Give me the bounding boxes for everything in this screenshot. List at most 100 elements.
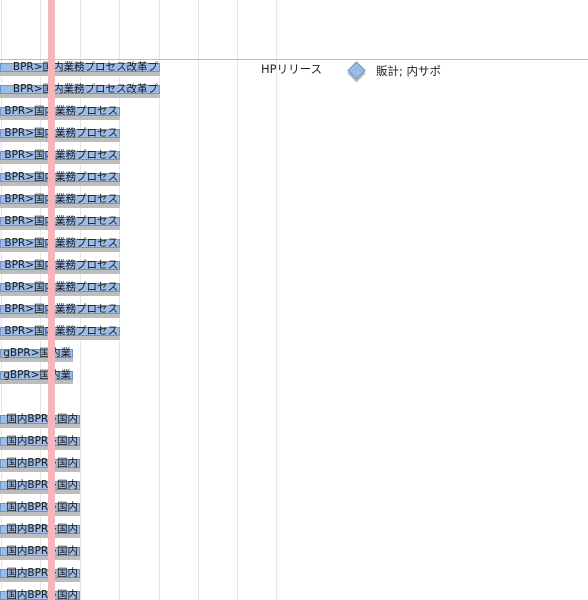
task-bar-label: BPR>国内業務プロセス改革プ bbox=[12, 83, 158, 95]
task-bar-shadow bbox=[0, 332, 120, 340]
task-bar-shadow bbox=[0, 288, 120, 296]
task-bar-label: BPR>国内業務プロセス bbox=[4, 105, 118, 117]
task-bar[interactable]: BPR>国内業務プロセス bbox=[0, 325, 120, 341]
task-bar-label: BPR>国内業務プロセス改革プ bbox=[12, 61, 158, 73]
task-bar-fill bbox=[0, 63, 160, 72]
task-bar-label: BPR>国内業務プロセス bbox=[4, 303, 118, 315]
today-marker-line bbox=[48, 0, 55, 600]
task-bar[interactable]: BPR>国内業務プロセス bbox=[0, 215, 120, 231]
task-bar[interactable]: 国内BPR>国内 bbox=[0, 545, 80, 561]
task-bar-label: 国内BPR>国内 bbox=[6, 501, 78, 513]
task-bar-fill bbox=[0, 327, 120, 336]
task-bar[interactable]: 国内BPR>国内 bbox=[0, 523, 80, 539]
task-bar-fill bbox=[0, 547, 80, 556]
task-bar-label: 国内BPR>国内 bbox=[6, 523, 78, 535]
task-bar-shadow bbox=[0, 508, 80, 516]
task-bar-shadow bbox=[0, 574, 80, 582]
task-bar[interactable]: BPR>国内業務プロセス bbox=[0, 281, 120, 297]
task-bar-shadow bbox=[0, 420, 80, 428]
milestone-diamond-icon bbox=[347, 61, 366, 80]
task-bar-fill bbox=[0, 503, 80, 512]
task-bar-fill bbox=[0, 239, 120, 248]
task-bar-label: 国内BPR>国内 bbox=[6, 589, 78, 600]
task-bar[interactable]: BPR>国内業務プロセス bbox=[0, 259, 120, 275]
task-bar-label: BPR>国内業務プロセス bbox=[4, 325, 118, 337]
task-bar-shadow bbox=[0, 178, 120, 186]
task-bar-fill bbox=[0, 283, 120, 292]
gridline bbox=[198, 0, 199, 600]
task-bar-fill bbox=[0, 481, 80, 490]
task-bar[interactable]: gBPR>国内業 bbox=[0, 369, 73, 385]
task-bar-fill bbox=[0, 305, 120, 314]
task-bar-shadow bbox=[0, 376, 73, 384]
task-bar-label: 国内BPR>国内 bbox=[6, 413, 78, 425]
task-bar-label: gBPR>国内業 bbox=[3, 347, 71, 359]
task-bar[interactable]: BPR>国内業務プロセス bbox=[0, 303, 120, 319]
task-bar-shadow bbox=[0, 90, 160, 98]
task-bar[interactable]: BPR>国内業務プロセス bbox=[0, 193, 120, 209]
task-bar-label: 国内BPR>国内 bbox=[6, 567, 78, 579]
task-bar-label: 国内BPR>国内 bbox=[6, 457, 78, 469]
task-bar-fill bbox=[0, 129, 120, 138]
task-bar-fill bbox=[0, 415, 80, 424]
task-bar-shadow bbox=[0, 464, 80, 472]
task-bar-fill bbox=[0, 261, 120, 270]
gridline bbox=[159, 0, 160, 600]
task-bar-fill bbox=[0, 371, 73, 380]
task-bar-label: BPR>国内業務プロセス bbox=[4, 281, 118, 293]
task-bar-shadow bbox=[0, 310, 120, 318]
legend-label: 販計; 内サポ bbox=[376, 64, 442, 78]
task-bar-label: 国内BPR>国内 bbox=[6, 479, 78, 491]
task-bar-shadow bbox=[0, 134, 120, 142]
gridline bbox=[237, 0, 238, 600]
task-bar-label: BPR>国内業務プロセス bbox=[4, 149, 118, 161]
task-bar-shadow bbox=[0, 200, 120, 208]
task-bar[interactable]: gBPR>国内業 bbox=[0, 347, 73, 363]
task-bar[interactable]: BPR>国内業務プロセス bbox=[0, 127, 120, 143]
task-bar-shadow bbox=[0, 266, 120, 274]
task-bar-label: BPR>国内業務プロセス bbox=[4, 215, 118, 227]
task-bar[interactable]: 国内BPR>国内 bbox=[0, 457, 80, 473]
task-bar-label: 国内BPR>国内 bbox=[6, 545, 78, 557]
milestone-label: HPリリース bbox=[261, 62, 323, 76]
task-bar-fill bbox=[0, 107, 120, 116]
task-bar-shadow bbox=[0, 68, 160, 76]
gridline bbox=[40, 0, 41, 600]
task-bar-label: BPR>国内業務プロセス bbox=[4, 127, 118, 139]
task-bar[interactable]: BPR>国内業務プロセス bbox=[0, 149, 120, 165]
task-bar[interactable]: 国内BPR>国内 bbox=[0, 567, 80, 583]
task-bar-fill bbox=[0, 459, 80, 468]
gridline bbox=[80, 0, 81, 600]
task-bar-label: BPR>国内業務プロセス bbox=[4, 237, 118, 249]
task-bar-label: 国内BPR>国内 bbox=[6, 435, 78, 447]
task-bar-shadow bbox=[0, 354, 73, 362]
gridline bbox=[1, 0, 2, 600]
task-bar[interactable]: BPR>国内業務プロセス bbox=[0, 105, 120, 121]
task-bar-shadow bbox=[0, 486, 80, 494]
task-bar[interactable]: BPR>国内業務プロセス改革プ bbox=[0, 83, 160, 99]
task-bar-shadow bbox=[0, 244, 120, 252]
task-bar[interactable]: 国内BPR>国内 bbox=[0, 501, 80, 517]
task-bar-shadow bbox=[0, 156, 120, 164]
task-bar-fill bbox=[0, 173, 120, 182]
task-bar-fill bbox=[0, 349, 73, 358]
task-bar-fill bbox=[0, 525, 80, 534]
task-bar[interactable]: 国内BPR>国内 bbox=[0, 435, 80, 451]
task-bar-shadow bbox=[0, 552, 80, 560]
task-bar-fill bbox=[0, 151, 120, 160]
task-bar-shadow bbox=[0, 222, 120, 230]
task-bar-fill bbox=[0, 85, 160, 94]
task-bar-fill bbox=[0, 437, 80, 446]
task-bar-fill bbox=[0, 195, 120, 204]
gridline bbox=[119, 0, 120, 600]
task-bar[interactable]: 国内BPR>国内 bbox=[0, 589, 80, 600]
task-bar-label: gBPR>国内業 bbox=[3, 369, 71, 381]
timeline-header-divider bbox=[0, 59, 588, 60]
task-bar[interactable]: BPR>国内業務プロセス改革プ bbox=[0, 61, 160, 77]
task-bar[interactable]: 国内BPR>国内 bbox=[0, 479, 80, 495]
task-bar[interactable]: 国内BPR>国内 bbox=[0, 413, 80, 429]
task-bar[interactable]: BPR>国内業務プロセス bbox=[0, 237, 120, 253]
task-bar[interactable]: BPR>国内業務プロセス bbox=[0, 171, 120, 187]
task-bar-label: BPR>国内業務プロセス bbox=[4, 193, 118, 205]
